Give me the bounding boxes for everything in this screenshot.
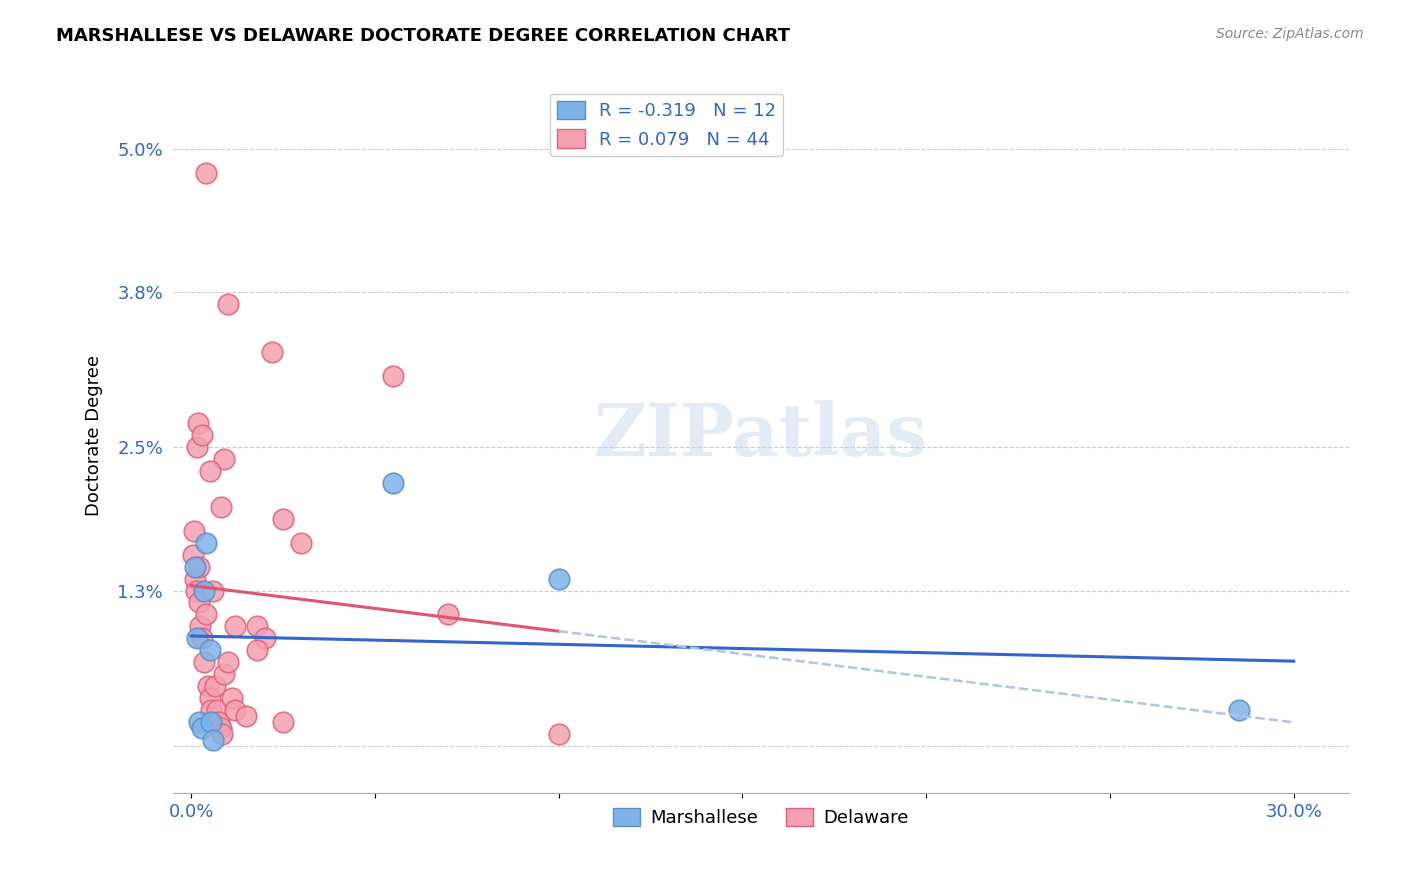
Legend: Marshallese, Delaware: Marshallese, Delaware <box>606 801 917 834</box>
Point <box>197 679 219 693</box>
Point <box>198 690 221 705</box>
Point <box>202 714 225 729</box>
Point <box>209 500 232 514</box>
Text: ZIPatlas: ZIPatlas <box>593 400 928 471</box>
Point <box>191 721 214 735</box>
Point <box>246 619 269 633</box>
Point <box>547 572 569 586</box>
Point <box>187 559 209 574</box>
Point <box>224 703 246 717</box>
Point <box>194 166 217 180</box>
Point <box>290 535 312 549</box>
Point <box>217 655 239 669</box>
Point <box>260 344 283 359</box>
Point <box>193 583 215 598</box>
Point <box>547 727 569 741</box>
Point <box>188 619 211 633</box>
Point <box>194 535 217 549</box>
Point <box>184 572 207 586</box>
Point <box>191 632 214 646</box>
Text: MARSHALLESE VS DELAWARE DOCTORATE DEGREE CORRELATION CHART: MARSHALLESE VS DELAWARE DOCTORATE DEGREE… <box>56 27 790 45</box>
Point <box>253 632 276 646</box>
Point <box>382 368 405 383</box>
Point <box>217 297 239 311</box>
Point <box>271 714 294 729</box>
Point <box>208 714 231 729</box>
Point <box>200 703 222 717</box>
Point <box>187 417 209 431</box>
Point <box>191 428 214 442</box>
Point <box>186 440 208 454</box>
Point <box>212 452 235 467</box>
Point <box>188 595 211 609</box>
Point <box>437 607 460 622</box>
Point <box>200 714 222 729</box>
Point <box>184 559 207 574</box>
Point <box>1227 703 1250 717</box>
Point <box>246 643 269 657</box>
Point <box>209 721 232 735</box>
Point <box>181 548 204 562</box>
Point <box>198 643 221 657</box>
Point <box>211 727 233 741</box>
Point <box>235 708 257 723</box>
Y-axis label: Doctorate Degree: Doctorate Degree <box>86 355 103 516</box>
Point <box>202 732 225 747</box>
Point <box>204 679 226 693</box>
Point <box>205 703 228 717</box>
Point <box>198 464 221 478</box>
Point <box>187 714 209 729</box>
Point <box>194 607 217 622</box>
Point <box>183 524 205 538</box>
Text: Source: ZipAtlas.com: Source: ZipAtlas.com <box>1216 27 1364 41</box>
Point <box>186 632 208 646</box>
Point <box>193 655 215 669</box>
Point <box>224 619 246 633</box>
Point <box>184 583 207 598</box>
Point <box>212 667 235 681</box>
Point <box>202 583 225 598</box>
Point <box>382 476 405 491</box>
Point <box>221 690 243 705</box>
Point <box>271 512 294 526</box>
